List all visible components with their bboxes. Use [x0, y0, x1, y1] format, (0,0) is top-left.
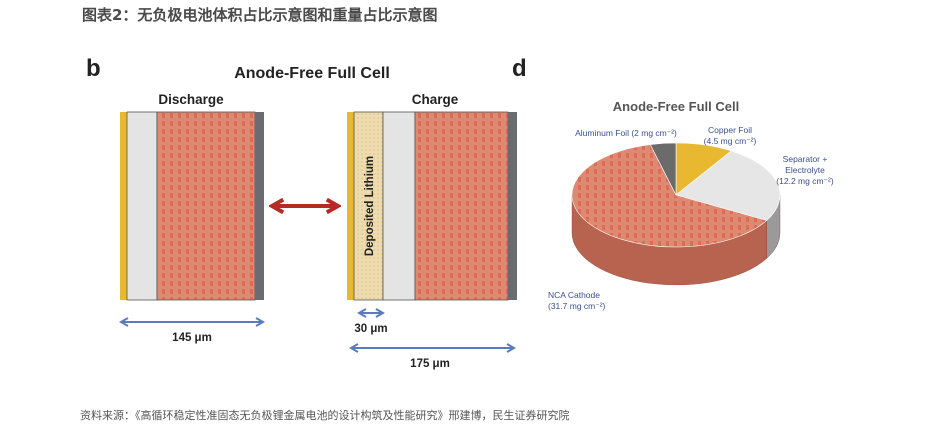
cathode-layer [414, 111, 509, 301]
pie-value-separator: (12.2 mg cm⁻²) [776, 176, 834, 186]
pie-label-electrolyte: Electrolyte [785, 165, 825, 175]
pie-title: Anode-Free Full Cell [613, 99, 739, 114]
pie-value-copper: (4.5 mg cm⁻²) [704, 136, 757, 146]
panel-d-letter: d [512, 55, 527, 82]
charge-thickness-label: 175 μm [410, 358, 450, 370]
figure-title: 图表2：无负极电池体积占比示意图和重量占比示意图 [82, 6, 438, 24]
lithium-thickness-label: 30 μm [354, 323, 387, 335]
aluminum-foil-layer [508, 112, 517, 300]
aluminum-foil-layer [255, 112, 264, 300]
copper-foil-layer [120, 112, 127, 300]
pie-chart [571, 142, 781, 286]
pie-value-cathode: (31.7 mg cm⁻²) [548, 301, 606, 311]
pie-slice-separator-electrolyte [675, 150, 781, 221]
discharge-cell [120, 111, 264, 301]
pie-label-aluminum: Aluminum Foil (2 mg cm⁻²) [575, 128, 677, 138]
deposited-lithium-layer [353, 111, 384, 301]
cathode-layer [156, 111, 256, 301]
pie-label-cathode: NCA Cathode [548, 290, 600, 300]
panel-b-title: Anode-Free Full Cell [234, 65, 390, 82]
source-note: 资料来源：《高循环稳定性准固态无负极锂金属电池的设计构筑及性能研究》邢建博，民生… [80, 409, 570, 422]
pie-label-separator: Separator + [783, 154, 828, 164]
pie-slice-nca-cathode [571, 144, 768, 248]
separator-layer [382, 111, 416, 301]
discharge-thickness-label: 145 μm [172, 332, 212, 344]
discharge-label: Discharge [158, 92, 224, 107]
pie-label-copper: Copper Foil [708, 125, 752, 135]
separator-layer [126, 111, 158, 301]
charge-label: Charge [412, 92, 459, 107]
pie-slice-aluminum-foil [649, 142, 677, 196]
charge-cell: Deposited Lithium [347, 111, 517, 301]
copper-foil-layer [347, 112, 354, 300]
panel-b-letter: b [86, 55, 101, 82]
deposited-lithium-label: Deposited Lithium [364, 156, 376, 256]
